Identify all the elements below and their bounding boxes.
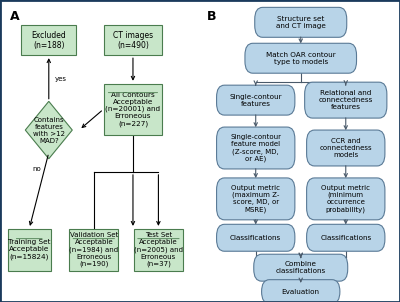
FancyBboxPatch shape <box>216 224 295 251</box>
FancyBboxPatch shape <box>307 178 385 220</box>
Text: Output metric
(maximum Z-
score, MD, or
MSRE): Output metric (maximum Z- score, MD, or … <box>231 185 280 213</box>
Text: Single-contour
feature model
(Z-score, MD,
or AE): Single-contour feature model (Z-score, M… <box>230 134 281 162</box>
Text: Contains
features
with >12
MAD?: Contains features with >12 MAD? <box>33 117 65 143</box>
FancyBboxPatch shape <box>69 229 118 271</box>
Text: Classifications: Classifications <box>320 235 371 241</box>
Text: Relational and
connectedness
features: Relational and connectedness features <box>318 90 373 110</box>
Text: Training Set
Acceptable
(n=15824): Training Set Acceptable (n=15824) <box>8 239 50 260</box>
Polygon shape <box>25 101 72 159</box>
Text: Excluded
(n=188): Excluded (n=188) <box>32 31 66 50</box>
Text: Evaluation: Evaluation <box>282 289 320 295</box>
FancyBboxPatch shape <box>255 7 347 37</box>
FancyBboxPatch shape <box>134 229 183 271</box>
Text: Single-contour
features: Single-contour features <box>230 94 282 107</box>
Text: CT images
(n=490): CT images (n=490) <box>113 31 153 50</box>
FancyBboxPatch shape <box>305 82 387 118</box>
Text: Validation Set
Acceptable
(n=1984) and
Erroneous
(n=190): Validation Set Acceptable (n=1984) and E… <box>69 232 118 267</box>
FancyBboxPatch shape <box>216 178 295 220</box>
Text: Test Set
Acceptable
(n=2005) and
Erroneous
(n=37): Test Set Acceptable (n=2005) and Erroneo… <box>134 232 183 267</box>
Text: Classifications: Classifications <box>230 235 281 241</box>
Text: CCR and
connectedness
models: CCR and connectedness models <box>320 138 372 158</box>
FancyBboxPatch shape <box>307 224 385 251</box>
FancyBboxPatch shape <box>254 254 348 281</box>
FancyBboxPatch shape <box>104 25 162 55</box>
Text: no: no <box>32 166 41 172</box>
Text: Combine
classifications: Combine classifications <box>276 261 326 274</box>
Text: Output metric
(minimum
occurrence
probability): Output metric (minimum occurrence probab… <box>321 185 370 213</box>
FancyBboxPatch shape <box>21 25 76 55</box>
FancyBboxPatch shape <box>216 127 295 169</box>
FancyBboxPatch shape <box>104 84 162 135</box>
Text: A: A <box>10 10 19 23</box>
Text: yes: yes <box>55 76 67 82</box>
FancyBboxPatch shape <box>216 85 295 115</box>
FancyBboxPatch shape <box>245 43 356 73</box>
Text: Match OAR contour
type to models: Match OAR contour type to models <box>266 52 336 65</box>
Text: Structure set
and CT image: Structure set and CT image <box>276 16 326 29</box>
Text: B: B <box>207 10 216 23</box>
FancyBboxPatch shape <box>307 130 385 166</box>
FancyBboxPatch shape <box>8 229 51 271</box>
FancyBboxPatch shape <box>262 280 340 302</box>
Text: All Contours
Acceptable
(n=20001) and
Erroneous
(n=227): All Contours Acceptable (n=20001) and Er… <box>106 92 160 127</box>
